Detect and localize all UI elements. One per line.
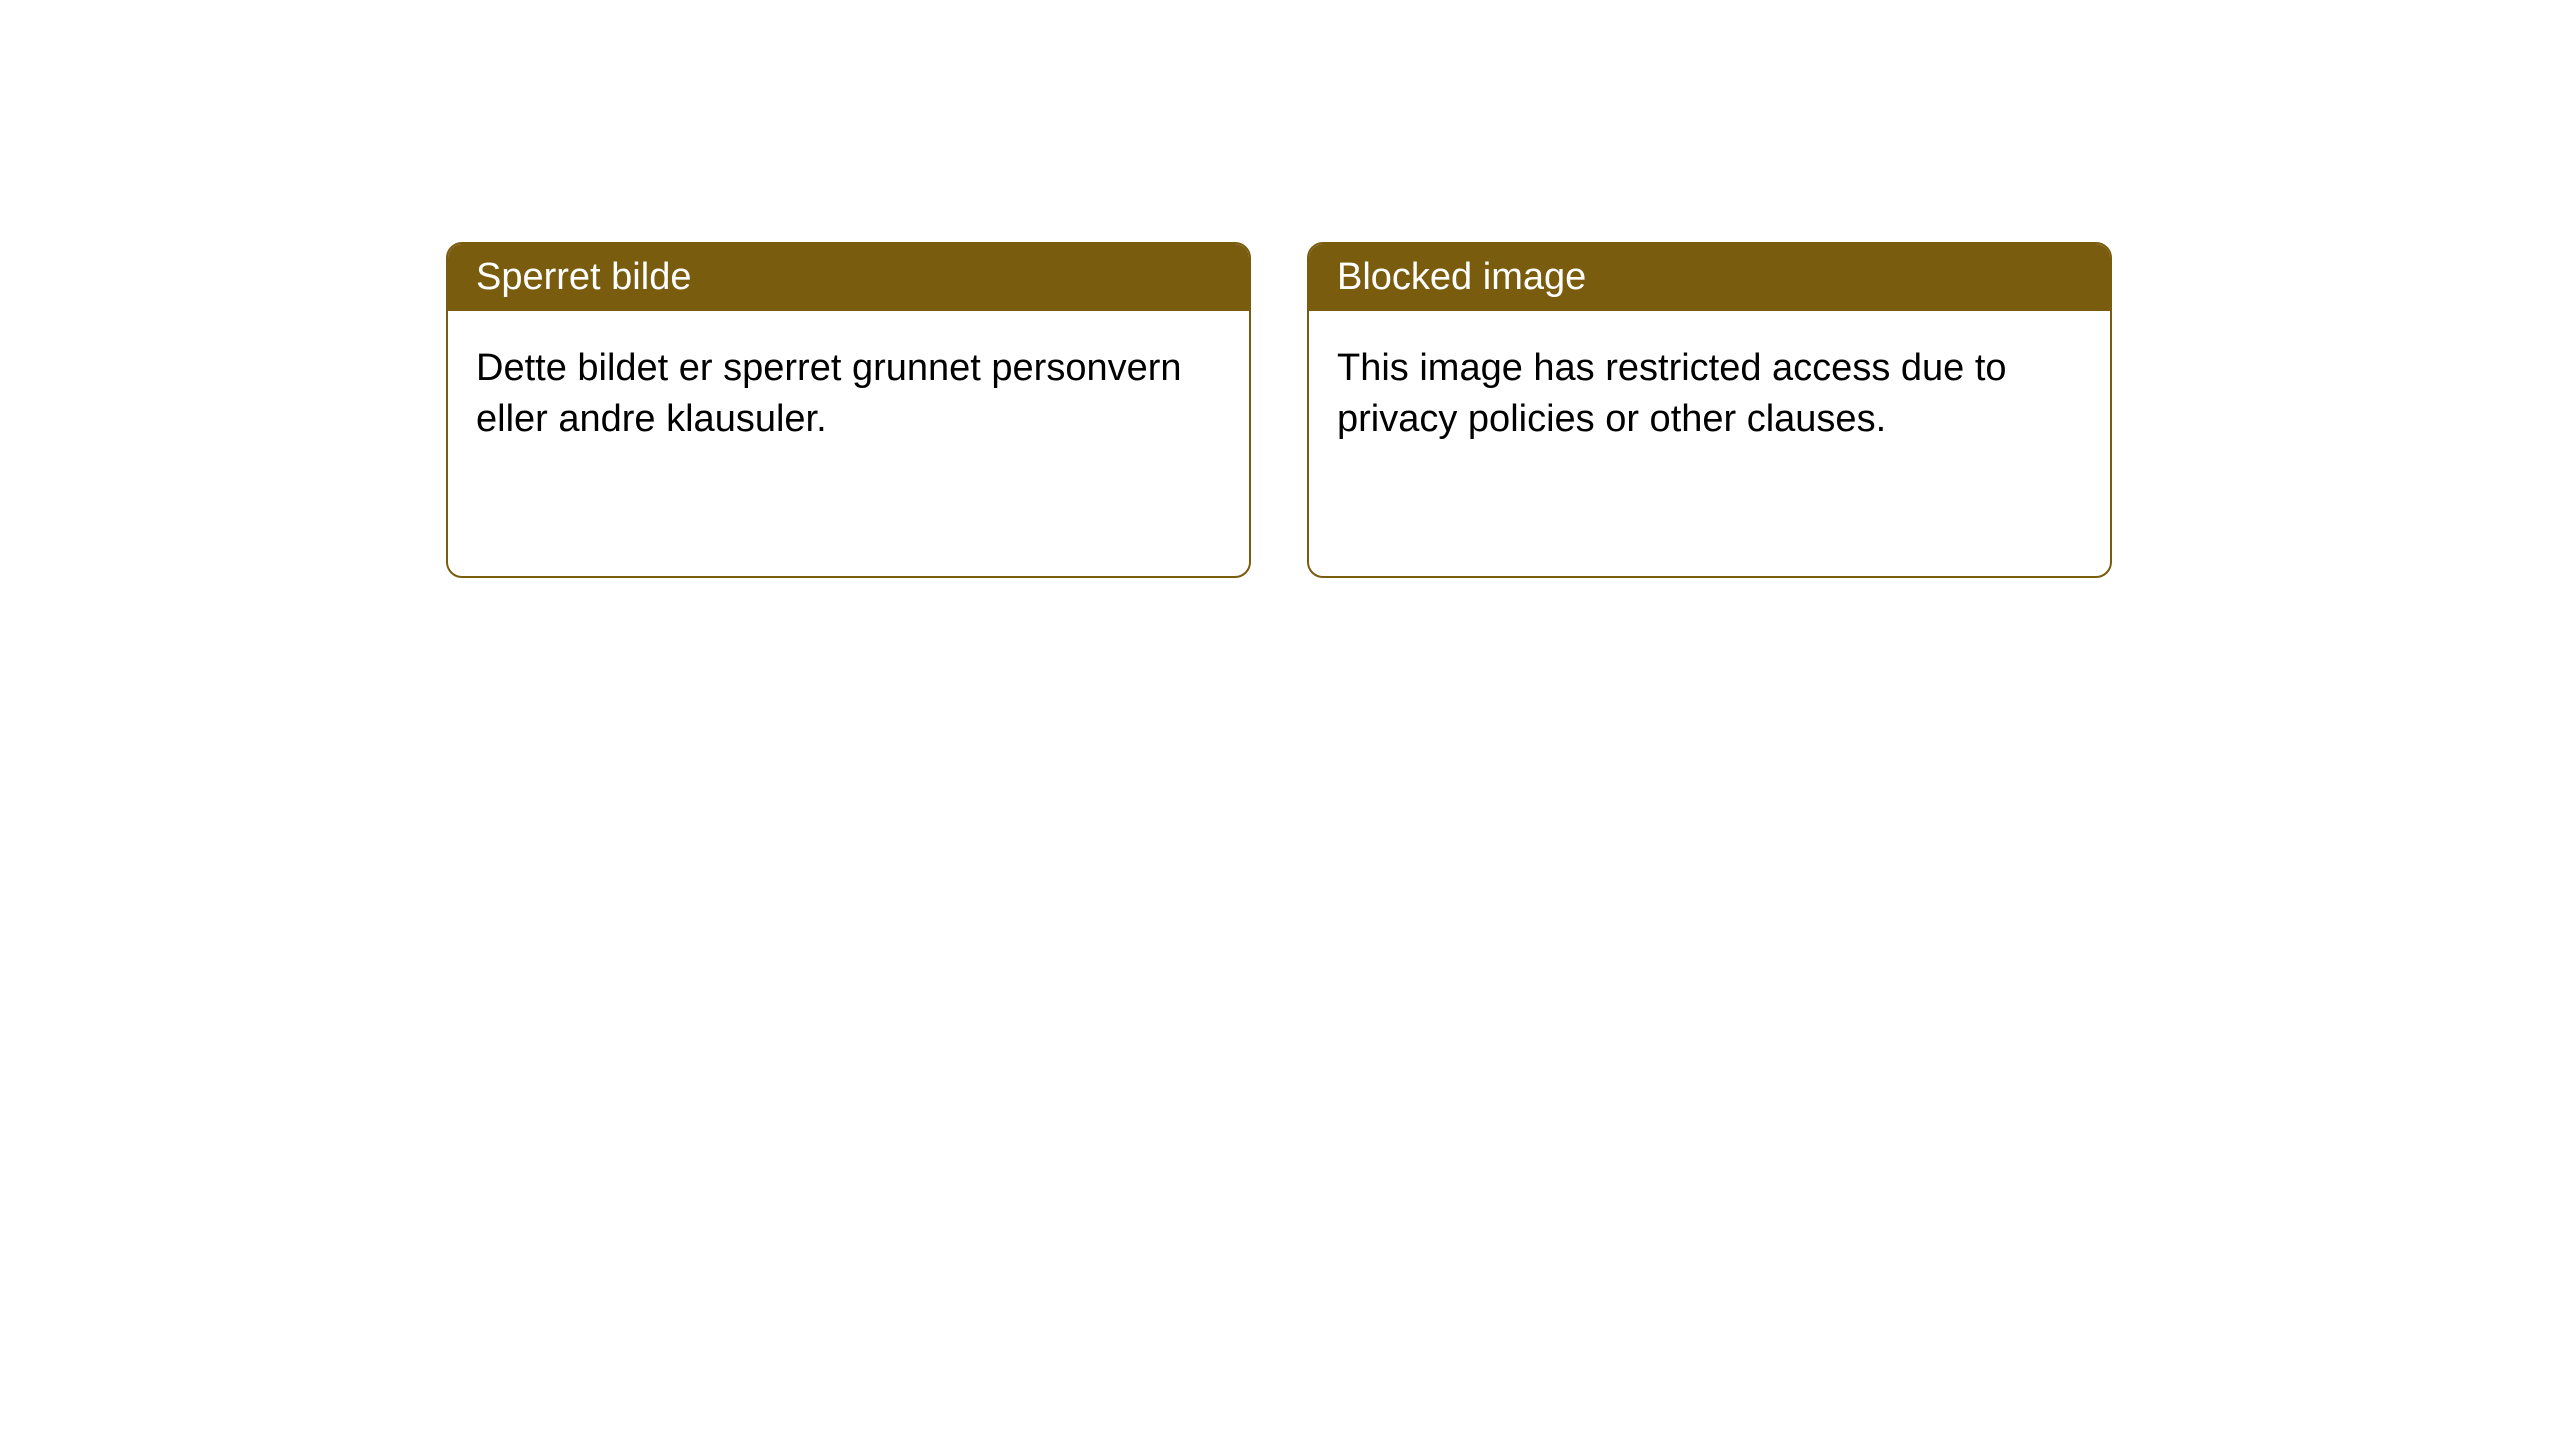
notice-header: Sperret bilde (448, 244, 1249, 311)
notice-container: Sperret bilde Dette bildet er sperret gr… (0, 0, 2560, 578)
notice-body: Dette bildet er sperret grunnet personve… (448, 311, 1249, 478)
notice-header: Blocked image (1309, 244, 2110, 311)
notice-body: This image has restricted access due to … (1309, 311, 2110, 478)
notice-title: Blocked image (1337, 256, 1586, 298)
notice-body-text: Dette bildet er sperret grunnet personve… (476, 347, 1182, 440)
notice-body-text: This image has restricted access due to … (1337, 347, 2007, 440)
notice-title: Sperret bilde (476, 256, 691, 298)
notice-card-english: Blocked image This image has restricted … (1307, 242, 2112, 578)
notice-card-norwegian: Sperret bilde Dette bildet er sperret gr… (446, 242, 1251, 578)
